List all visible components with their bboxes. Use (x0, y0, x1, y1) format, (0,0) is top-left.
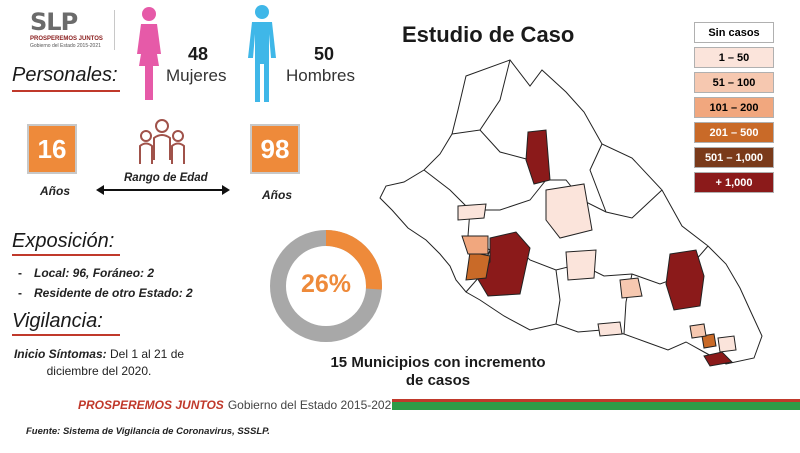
municipality-low (619, 277, 643, 299)
state-map (379, 59, 763, 367)
footer-red-line (392, 399, 800, 402)
legend-item: 1 – 50 (694, 47, 774, 68)
legend-item: + 1,000 (694, 172, 774, 193)
exposicion-title: Exposición: (12, 230, 115, 252)
municipality-vlow (717, 335, 737, 353)
municipality (451, 129, 663, 219)
municipality-high (665, 249, 705, 311)
logo-mark: SLP (30, 8, 78, 36)
men-count: 50 (314, 44, 335, 64)
legend-item: 501 – 1,000 (694, 147, 774, 168)
donut-arc (270, 230, 382, 342)
legend-item: 201 – 500 (694, 122, 774, 143)
vigilancia-title: Vigilancia: (12, 310, 103, 332)
municipality-high (703, 351, 734, 367)
municipality (555, 269, 561, 325)
legend-item: 51 – 100 (694, 72, 774, 93)
municipality (589, 143, 607, 213)
municipality-vlow (457, 203, 487, 221)
map-title: Estudio de Caso (402, 22, 575, 47)
women-count: 48 (188, 44, 209, 64)
municipios-note: 15 Municipios con incremento de casos (328, 354, 548, 390)
percentage-donut (270, 230, 382, 342)
footer-government: Gobierno del Estado 2015-2021 (227, 398, 398, 412)
legend-item: Sin casos (694, 22, 774, 43)
footer-brand: PROSPEREMOS JUNTOS Gobierno del Estado 20… (78, 398, 398, 412)
exposicion-item-local: Local: 96, Foráneo: 2 (34, 266, 155, 280)
double-arrow-icon (96, 185, 230, 195)
municipality-mid (465, 251, 491, 281)
municipality-high (525, 129, 551, 185)
vigilancia-underline (12, 334, 120, 336)
list-item: - Residente de otro Estado: 2 (18, 286, 193, 300)
people-group-icon (139, 119, 185, 164)
age-max-unit: Años (262, 188, 292, 202)
footer-brand-name: PROSPEREMOS JUNTOS (78, 398, 224, 412)
municipality-low (461, 235, 489, 255)
symptoms-text: Inicio Síntomas: Del 1 al 21 de diciembr… (4, 346, 194, 380)
female-figure-icon (137, 7, 161, 100)
municipality (479, 59, 511, 131)
personales-underline (12, 90, 120, 92)
logo-tag: PROSPEREMOS JUNTOS (30, 36, 103, 42)
personales-title: Personales: (12, 64, 118, 86)
municipality-vlow (597, 321, 623, 337)
age-min-box: 16 (27, 124, 77, 174)
municipality-vlow (565, 249, 597, 281)
list-item: - Local: 96, Foráneo: 2 (18, 266, 155, 280)
men-label: Hombres (286, 66, 355, 85)
municipality-mid (701, 333, 717, 349)
map-legend: Sin casos 1 – 50 51 – 100 101 – 200 201 – 50… (694, 22, 780, 197)
age-min-unit: Años (40, 184, 70, 198)
municipality-vlow (545, 183, 593, 239)
municipality-low (689, 323, 707, 339)
legend-item: 101 – 200 (694, 97, 774, 118)
male-figure-icon (248, 5, 276, 102)
age-max-box: 98 (250, 124, 300, 174)
municipios-count: 15 (330, 354, 348, 371)
logo-sub: Gobierno del Estado 2015-2021 (30, 43, 101, 49)
exposicion-underline (12, 254, 120, 256)
women-label: Mujeres (166, 66, 227, 85)
municipios-text: Municipios con incremento de casos (351, 354, 546, 389)
exposicion-item-residente: Residente de otro Estado: 2 (34, 286, 193, 300)
exposicion-list: - Local: 96, Foráneo: 2 - Residente de otr… (18, 263, 193, 303)
symptoms-value: Del 1 al 21 de diciembre del 2020. (46, 347, 185, 378)
logo-divider (114, 10, 115, 50)
footer-green-line (392, 402, 800, 410)
symptoms-label: Inicio Síntomas: (13, 347, 107, 361)
age-range-label: Rango de Edad (124, 172, 208, 184)
source-note: Fuente: Sistema de Vigilancia de Coronav… (26, 426, 270, 437)
slp-logo: SLP PROSPEREMOS JUNTOS Gobierno del Esta… (30, 8, 110, 54)
percentage-label: 26% (300, 270, 352, 298)
